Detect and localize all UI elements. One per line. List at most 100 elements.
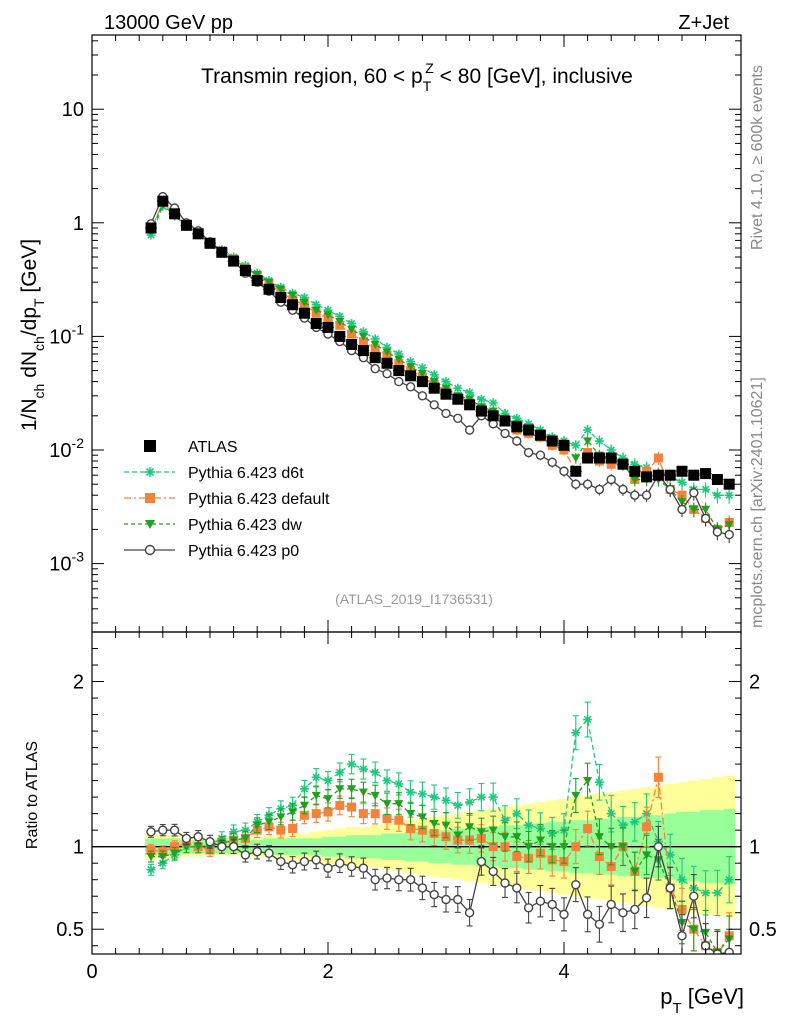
- data-point: [370, 363, 380, 374]
- ratio-point: [311, 772, 321, 782]
- ratio-point: [441, 894, 451, 905]
- data-point: [559, 466, 569, 476]
- ratio-point: [406, 787, 416, 797]
- ratio-y-tick-label-right: 2: [749, 672, 760, 694]
- legend-label: Pythia 6.423 p0: [188, 543, 299, 560]
- data-point: [251, 275, 263, 287]
- ratio-point: [382, 873, 392, 883]
- ratio-point: [665, 883, 675, 893]
- ratio-point: [618, 908, 628, 918]
- data-point: [394, 376, 404, 387]
- data-point: [358, 332, 368, 341]
- ratio-point: [453, 800, 463, 810]
- data-point: [464, 425, 475, 435]
- ratio-point: [524, 820, 534, 830]
- ratio-point: [347, 785, 357, 794]
- main-title: Transmin region, 60 < pTZ < 80 [GeV], in…: [201, 60, 633, 94]
- ratio-point: [476, 856, 487, 867]
- ratio-point: [712, 949, 723, 954]
- ratio-frame: [91, 631, 742, 955]
- ratio-point: [512, 883, 522, 893]
- data-point: [429, 370, 439, 380]
- data-point: [299, 298, 309, 307]
- ratio-point: [500, 833, 510, 842]
- data-point: [310, 317, 322, 329]
- y-tick-label: 1: [73, 213, 84, 235]
- ratio-point: [429, 819, 439, 829]
- ratio-point: [488, 826, 498, 835]
- ratio-point: [335, 800, 345, 810]
- ratio-point: [512, 852, 522, 862]
- data-point: [630, 490, 640, 500]
- data-point: [276, 285, 286, 294]
- ratio-point: [311, 791, 321, 800]
- ratio-point: [559, 843, 569, 852]
- data-point: [417, 370, 427, 379]
- ratio-point: [606, 809, 616, 819]
- ratio-point: [311, 855, 321, 865]
- ratio-point: [594, 777, 604, 787]
- ratio-point: [547, 899, 557, 910]
- ratio-point: [453, 894, 463, 905]
- data-point: [571, 454, 581, 463]
- ratio-point: [712, 888, 722, 898]
- data-point: [571, 479, 581, 489]
- ratio-point: [299, 856, 310, 867]
- ratio-point: [370, 767, 380, 777]
- data-point: [700, 468, 712, 480]
- ratio-point: [583, 715, 593, 725]
- data-point: [239, 265, 251, 277]
- ratio-y-tick-label-right: 0.5: [749, 919, 777, 941]
- data-point: [512, 436, 522, 446]
- data-point: [724, 521, 734, 530]
- ratio-point: [170, 842, 180, 852]
- ratio-point: [146, 865, 156, 875]
- ratio-point: [724, 947, 734, 954]
- ratio-point: [299, 810, 309, 820]
- ratio-point: [370, 874, 380, 885]
- data-point: [475, 405, 487, 417]
- ratio-y-tick-label: 0.5: [56, 919, 84, 941]
- data-point: [370, 340, 380, 349]
- ratio-point: [476, 792, 486, 802]
- data-point: [653, 453, 663, 463]
- ratio-point: [240, 850, 251, 860]
- data-point: [582, 452, 594, 464]
- data-point: [406, 363, 416, 372]
- ratio-point: [701, 888, 711, 898]
- ratio-point: [630, 867, 640, 876]
- data-point: [712, 490, 722, 500]
- main-axis-ticks: 10 1 10-1 10-2 10-3: [49, 35, 741, 632]
- data-point: [723, 478, 735, 490]
- ratio-point: [406, 810, 416, 819]
- ratio-point: [417, 825, 427, 835]
- ratio-point: [370, 791, 380, 800]
- ratio-point: [323, 807, 333, 817]
- ratio-ylabel: Ratio to ATLAS: [24, 741, 41, 849]
- ratio-point: [488, 866, 498, 877]
- main-ylabel: 1/Nch dNch/dpT [GeV]: [18, 239, 47, 431]
- ratio-point: [417, 789, 427, 799]
- data-point: [511, 421, 523, 433]
- data-point: [429, 400, 439, 410]
- data-point: [499, 415, 511, 427]
- series-line-pythia-6-423-d6t: [150, 205, 730, 496]
- data-point: [677, 498, 687, 507]
- data-point: [677, 504, 687, 515]
- ratio-point: [252, 821, 262, 830]
- data-point: [157, 195, 169, 207]
- ratio-point: [158, 852, 168, 862]
- ratio-point: [170, 849, 180, 858]
- data-point: [346, 338, 358, 350]
- ratio-point: [382, 776, 392, 786]
- data-point: [583, 437, 593, 446]
- ratio-point: [205, 837, 215, 847]
- legend-marker: [144, 440, 156, 452]
- ratio-point: [299, 784, 309, 794]
- ratio-point: [677, 931, 687, 941]
- data-point: [535, 450, 546, 460]
- data-point: [204, 237, 216, 249]
- ratio-point: [358, 788, 368, 797]
